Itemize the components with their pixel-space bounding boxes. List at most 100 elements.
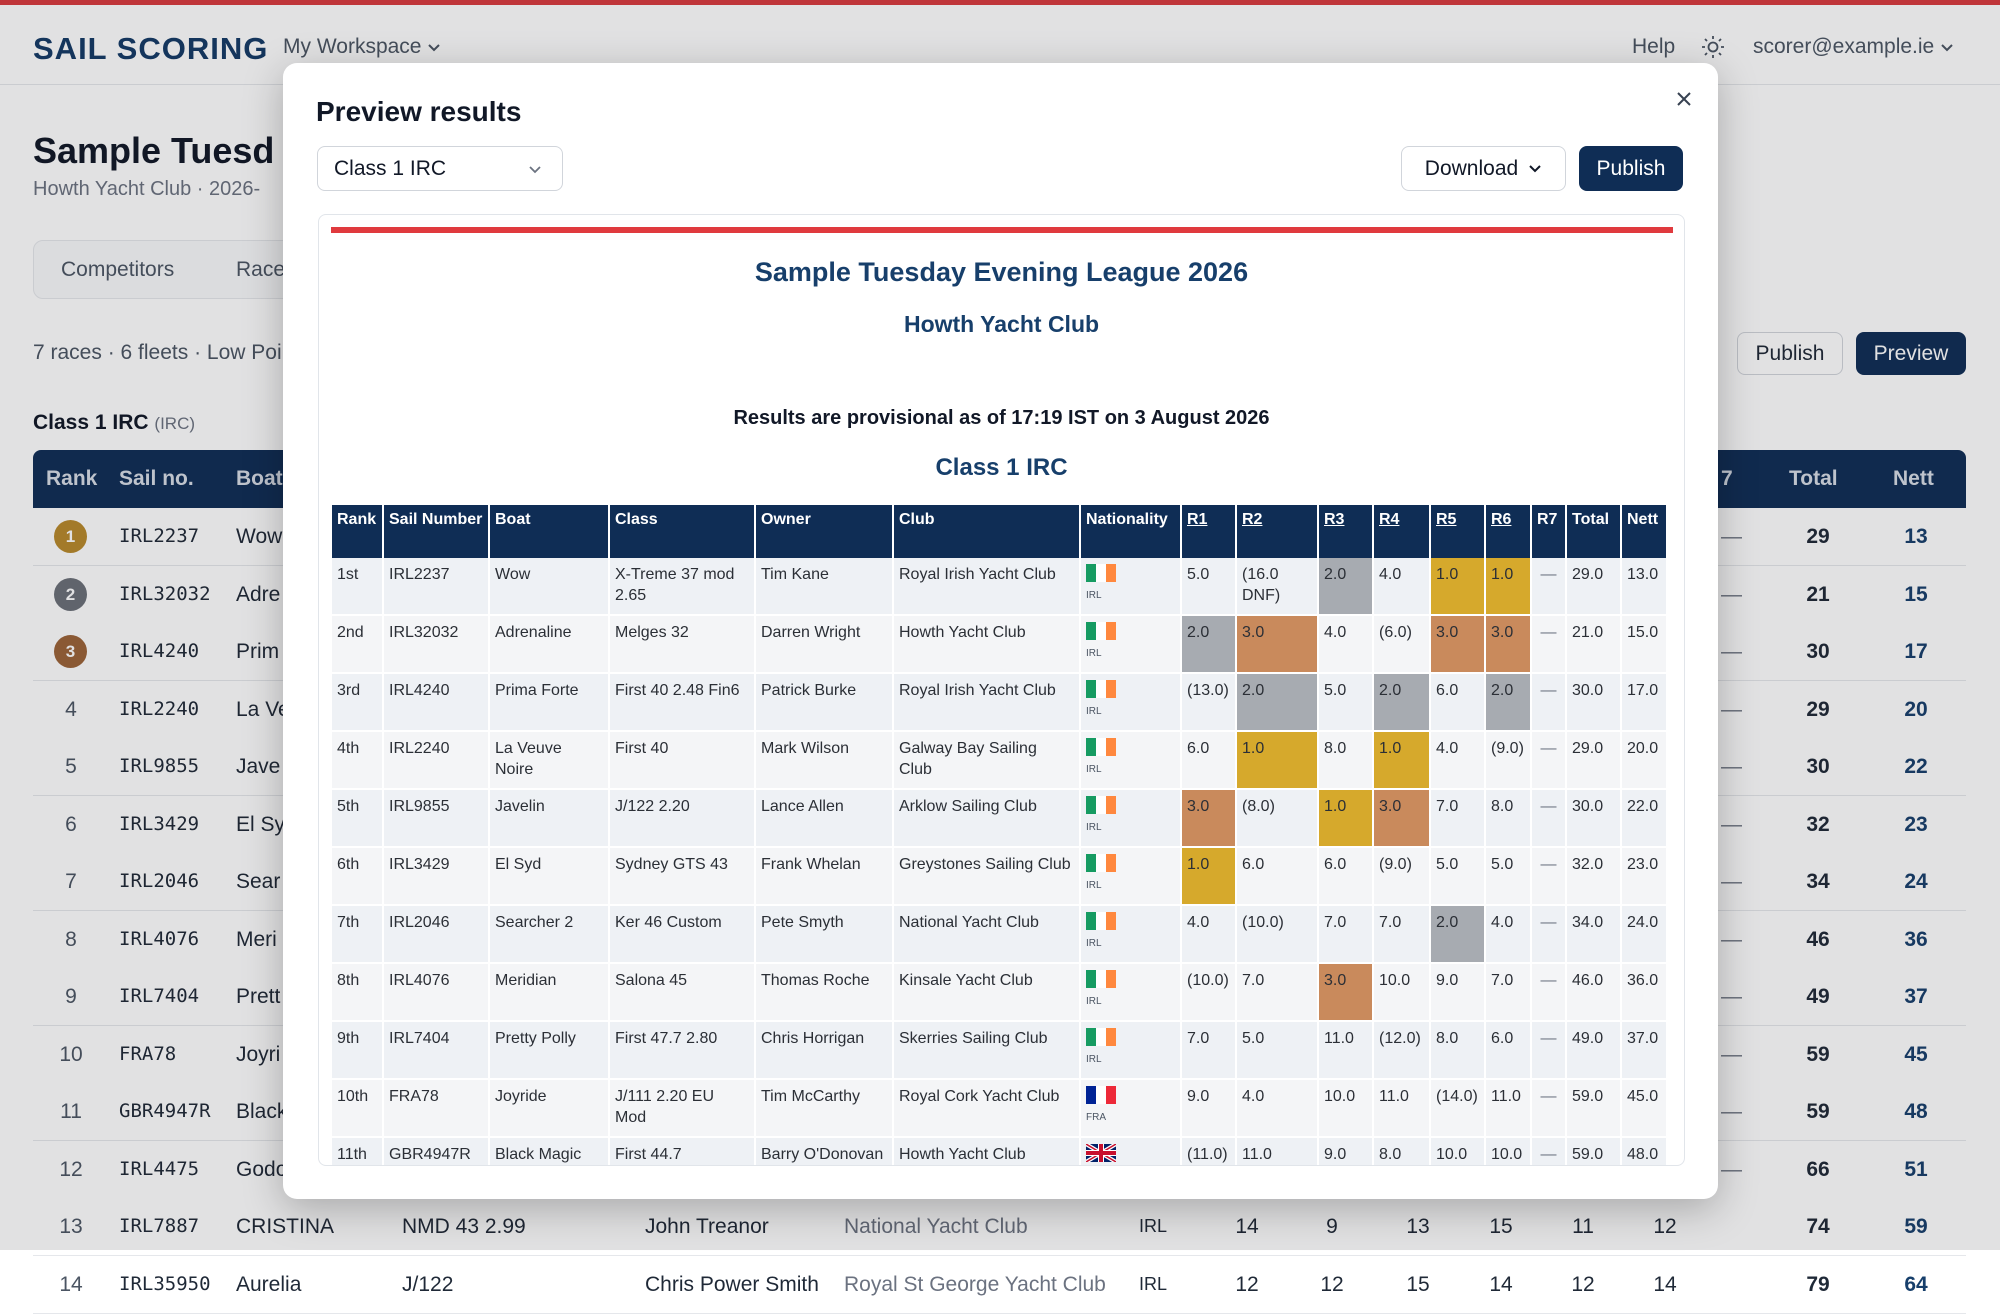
nationality: IRL	[1081, 674, 1182, 732]
race-score: 2.0	[1431, 906, 1486, 964]
preview-button[interactable]: Preview	[1856, 332, 1966, 375]
sail-number: IRL9855	[384, 790, 490, 848]
race-score: (8.0)	[1237, 790, 1319, 848]
doc-subtitle: Howth Yacht Club	[903, 311, 1100, 337]
column-header: Rank	[46, 467, 98, 490]
owner: Barry O'Donovan	[756, 1138, 894, 1165]
nett: 20	[1904, 697, 1928, 721]
boat: Wow	[236, 525, 283, 548]
total: 46	[1806, 927, 1830, 951]
fleet-select[interactable]: Class 1 IRC	[317, 146, 563, 191]
race-score: —	[1721, 1100, 1742, 1123]
race-score: 11.0	[1486, 1080, 1532, 1138]
race-score: —	[1532, 848, 1567, 906]
nett: 17.0	[1622, 674, 1668, 732]
class: Melges 32	[610, 616, 756, 674]
rank: 2nd	[332, 616, 384, 674]
sail-number: IRL7404	[384, 1022, 490, 1080]
nett: 23.0	[1622, 848, 1668, 906]
class: First 44.7	[610, 1138, 756, 1165]
owner: John Treanor	[645, 1215, 769, 1238]
theme-toggle[interactable]	[1701, 35, 1725, 59]
column-header[interactable]: R1	[1182, 505, 1237, 558]
race-score: 13	[1406, 1215, 1430, 1238]
nett: 59	[1904, 1215, 1928, 1238]
race-score: 6.0	[1486, 1022, 1532, 1080]
race-score: 2.0	[1486, 674, 1532, 732]
doc-fleet: Class 1 IRC	[935, 454, 1068, 481]
class: Ker 46 Custom	[610, 906, 756, 964]
help-link[interactable]: Help	[1632, 35, 1676, 58]
race-score: 4.0	[1319, 616, 1374, 674]
race-score: 3.0	[1431, 616, 1486, 674]
club: Greystones Sailing Club	[894, 848, 1081, 906]
publish-button[interactable]: Publish	[1737, 332, 1843, 375]
nationality-code: IRL	[1086, 996, 1102, 1007]
race-score: —	[1532, 616, 1567, 674]
rank: 10	[59, 1042, 83, 1066]
column-header[interactable]: R4	[1374, 505, 1431, 558]
logo[interactable]: SAIL SCORING	[33, 31, 269, 66]
user-menu[interactable]: scorer@example.ie	[1753, 35, 1954, 59]
nett: 22	[1904, 755, 1928, 778]
workspace-menu[interactable]: My Workspace	[283, 35, 441, 59]
header-row: Rank Sail Number Boat Class Owner Club Nationa…	[332, 505, 1668, 558]
club: National Yacht Club	[894, 906, 1081, 964]
total: 34.0	[1567, 906, 1622, 964]
race-score: (12.0)	[1374, 1022, 1431, 1080]
race-score: —	[1532, 790, 1567, 848]
boat: Prim	[236, 640, 280, 663]
race-score: —	[1532, 964, 1567, 1022]
race-score: 1.0	[1237, 732, 1319, 790]
publish-button[interactable]: Publish	[1579, 146, 1683, 191]
race-score: 8.0	[1319, 732, 1374, 790]
chevron	[1529, 164, 1541, 172]
race-score: 9.0	[1182, 1080, 1237, 1138]
total: 30	[1806, 640, 1830, 663]
nett: 37	[1904, 985, 1928, 1008]
race-score: 4.0	[1182, 906, 1237, 964]
close-button[interactable]	[1675, 90, 1693, 108]
race-score: 7.0	[1182, 1022, 1237, 1080]
total: 59.0	[1567, 1138, 1622, 1165]
fleet-select-value: Class 1 IRC	[334, 156, 447, 180]
column-header: Total	[1789, 467, 1838, 490]
race-score: 5.0	[1237, 1022, 1319, 1080]
total: 34	[1806, 870, 1830, 893]
tab[interactable]: Race	[236, 258, 286, 281]
boat: Black	[236, 1100, 288, 1123]
workspace-label: My Workspace	[283, 35, 422, 58]
rank: 12	[59, 1157, 83, 1181]
race-score: —	[1532, 1138, 1567, 1165]
boat: Black Magic	[490, 1138, 610, 1165]
sail-number: GBR4947R	[384, 1138, 490, 1165]
race-score: 12	[1653, 1215, 1677, 1238]
race-score: —	[1721, 640, 1742, 663]
column-header[interactable]: R6	[1486, 505, 1532, 558]
race-score: 6.0	[1182, 732, 1237, 790]
tab[interactable]: Competitors	[61, 258, 175, 281]
result-row: 9th IRL7404 Pretty Polly First 47.7 2.80 Chr…	[332, 1022, 1668, 1080]
race-score: 4.0	[1374, 558, 1431, 616]
flag	[1086, 796, 1116, 814]
race-score: 1.0	[1486, 558, 1532, 616]
nationality-code: IRL	[1086, 590, 1102, 601]
nationality: IRL	[1081, 906, 1182, 964]
sail-number: IRL2046	[119, 870, 200, 892]
column-header[interactable]: R2	[1237, 505, 1319, 558]
column-header: Sail no.	[119, 467, 194, 490]
class: First 40	[610, 732, 756, 790]
column-header[interactable]: R5	[1431, 505, 1486, 558]
nett: 15	[1904, 582, 1928, 606]
nationality: IRL	[1139, 1216, 1168, 1236]
nationality-code: IRL	[1086, 938, 1102, 949]
table-body: 1st IRL2237 Wow X-Treme 37 mod 2.65 Tim Kane…	[332, 558, 1668, 1165]
sail-number: GBR4947R	[119, 1100, 211, 1122]
column-header[interactable]: R3	[1319, 505, 1374, 558]
race-score: 6.0	[1319, 848, 1374, 906]
rank: 10th	[332, 1080, 384, 1138]
nett: 23	[1904, 812, 1928, 836]
download-button[interactable]: Download	[1401, 146, 1566, 191]
nett: 36	[1904, 927, 1928, 951]
